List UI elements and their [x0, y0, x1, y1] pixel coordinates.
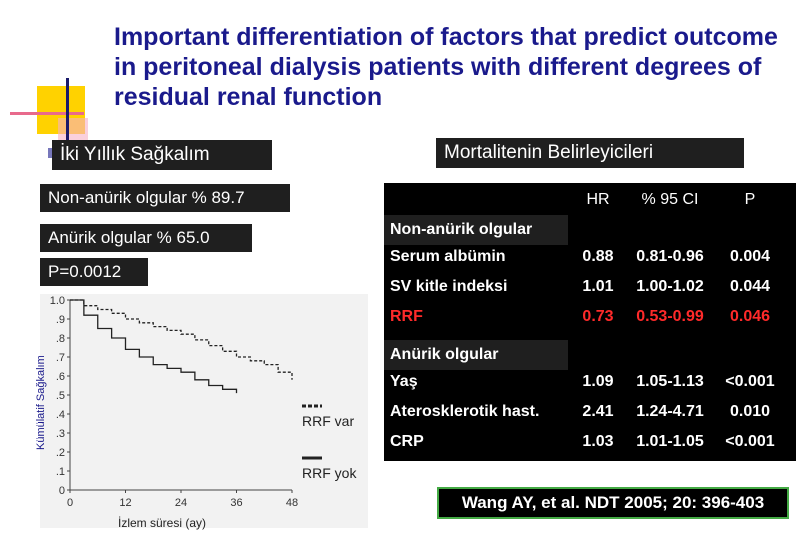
legend-label-2: RRF yok [302, 465, 357, 481]
column-header: HR [586, 191, 610, 208]
row-label: Aterosklerotik hast. [390, 403, 540, 420]
hazard-ratio: 2.41 [582, 403, 614, 420]
y-tick-label: .1 [56, 466, 65, 478]
y-axis-label: Kümülatif Sağkalım [35, 355, 47, 450]
series-line-2 [70, 299, 238, 394]
y-tick-label: 1.0 [50, 295, 65, 307]
group-label: Anürik olgular [384, 340, 568, 370]
y-tick-label: .8 [56, 333, 65, 345]
group-header: Anürik olgular [384, 340, 568, 370]
x-tick-label: 48 [286, 497, 298, 509]
survival-header: İki Yıllık Sağkalım [52, 140, 272, 170]
chart-background [40, 294, 368, 528]
decorative-line-navy [66, 78, 69, 158]
x-axis-label: İzlem süresi (ay) [118, 516, 206, 530]
series-line-1 [70, 299, 293, 380]
row-label: SV kitle indeksi [390, 278, 508, 295]
y-tick-label: .5 [56, 390, 65, 402]
hazard-ratio: 0.73 [582, 308, 614, 325]
chart-plot-area: 0 .1 .2 .3 .4 .5 .6 .7 .8 .9 1.0 0 12 24 36 48 Kümülatif… [35, 295, 357, 530]
citation: Wang AY, et al. NDT 2005; 20: 396-403 [437, 487, 789, 519]
confidence-interval: 1.24-4.71 [636, 403, 704, 420]
x-tick-label: 12 [119, 497, 131, 509]
row-label: Serum albümin [390, 248, 506, 265]
y-tick-label: .4 [56, 409, 65, 421]
p-value: 0.004 [729, 248, 771, 265]
p-value: 0.044 [729, 278, 771, 295]
x-tick-label: 36 [230, 497, 242, 509]
row-label: RRF [390, 308, 423, 325]
legend-label-1: RRF var [302, 413, 354, 429]
hazard-ratio: 1.09 [582, 373, 614, 390]
p-value: <0.001 [725, 433, 775, 450]
hazard-ratio: 1.01 [582, 278, 614, 295]
confidence-interval: 1.05-1.13 [636, 373, 704, 390]
confidence-interval: 1.01-1.05 [636, 433, 704, 450]
row-label: Yaş [390, 373, 418, 390]
p-value: 0.010 [729, 403, 771, 420]
confidence-interval: 0.53-0.99 [636, 308, 704, 325]
y-tick-label: 0 [59, 485, 65, 497]
hazard-ratio: 1.03 [582, 433, 614, 450]
confidence-interval: 0.81-0.96 [636, 248, 704, 265]
group-header: Non-anürik olgular [384, 215, 568, 245]
group-label: Non-anürik olgular [384, 215, 568, 245]
x-tick-label: 0 [67, 497, 73, 509]
stat-nonanuric: Non-anürik olgular % 89.7 [40, 184, 290, 212]
row-label: CRP [390, 433, 424, 450]
y-tick-label: .9 [56, 314, 65, 326]
confidence-interval: 1.00-1.02 [636, 278, 704, 295]
y-tick-label: .6 [56, 371, 65, 383]
x-tick-label: 24 [175, 497, 187, 509]
p-value: 0.046 [729, 308, 771, 325]
y-tick-label: .2 [56, 447, 65, 459]
stat-p-value: P=0.0012 [40, 258, 148, 286]
column-header: % 95 CI [641, 191, 699, 208]
p-value: <0.001 [725, 373, 775, 390]
decorative-line-pink [10, 112, 84, 115]
mortality-header: Mortalitenin Belirleyicileri [436, 138, 744, 168]
hazard-ratio: 0.88 [582, 248, 614, 265]
slide-title: Important differentiation of factors tha… [114, 23, 778, 111]
stat-anuric: Anürik olgular % 65.0 [40, 224, 252, 252]
survival-chart: 0 .1 .2 .3 .4 .5 .6 .7 .8 .9 1.0 0 12 24 36 48 Kümülatif… [35, 294, 368, 530]
mortality-table: HR % 95 CI P Non-anürik olgular Serum albüm… [384, 183, 796, 461]
y-tick-label: .7 [56, 352, 65, 364]
y-tick-label: .3 [56, 428, 65, 440]
column-header: P [744, 191, 756, 208]
